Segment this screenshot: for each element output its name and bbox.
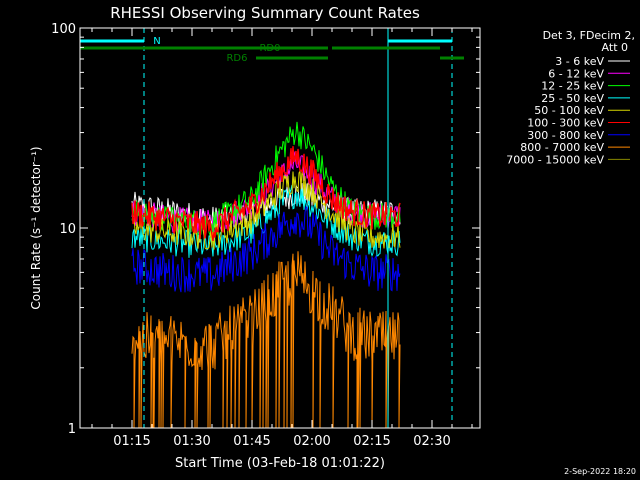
state-label-n: N: [153, 36, 160, 47]
series-50-100keV: [131, 169, 401, 250]
legend-label: 800 - 7000 keV: [520, 141, 604, 154]
x-tick-label: 02:00: [293, 434, 330, 449]
legend-title: Det 3, FDecim 2,: [543, 29, 635, 42]
legend-label: 6 - 12 keV: [548, 67, 604, 80]
legend-label: 3 - 6 keV: [555, 55, 604, 68]
legend-label: 12 - 25 keV: [541, 80, 604, 93]
legend-label: 100 - 300 keV: [527, 117, 604, 130]
legend-label: 50 - 100 keV: [534, 104, 604, 117]
x-tick-label: 01:45: [233, 434, 270, 449]
legend-label: 7000 - 15000 keV: [506, 153, 604, 166]
y-tick-label: 1: [68, 422, 76, 437]
legend-label: 25 - 50 keV: [541, 92, 604, 105]
axes: 01:15 01:30 01:45 02:00 02:15 02:30 1 10 100: [51, 22, 480, 449]
series-800-7000keV: [131, 251, 401, 429]
legend-subtitle: Att 0: [602, 41, 628, 54]
state-bars: N RD0 RD6: [80, 36, 464, 64]
series-line: [131, 251, 401, 429]
data-layer: [131, 121, 401, 429]
series-100-300keV: [131, 146, 401, 242]
y-axis-label: Count Rate (s⁻¹ detector⁻¹): [29, 146, 43, 309]
series-line: [131, 169, 401, 250]
x-tick-label: 02:30: [413, 434, 450, 449]
series-line: [131, 206, 401, 293]
series-300-800keV: [131, 206, 401, 293]
x-tick-label: 01:30: [173, 434, 210, 449]
series-line: [131, 146, 401, 242]
legend-label: 300 - 800 keV: [527, 129, 604, 142]
timestamp: 2-Sep-2022 18:20: [564, 467, 636, 476]
y-tick-label: 100: [51, 22, 76, 37]
state-label-rd0: RD0: [259, 43, 280, 54]
chart-title: RHESSI Observing Summary Count Rates: [110, 4, 420, 22]
x-tick-label: 01:15: [113, 434, 150, 449]
x-axis-label: Start Time (03-Feb-18 01:01:22): [175, 456, 385, 471]
state-label-rd6: RD6: [226, 53, 247, 64]
x-tick-label: 02:15: [353, 434, 390, 449]
y-tick-label: 10: [59, 222, 76, 237]
